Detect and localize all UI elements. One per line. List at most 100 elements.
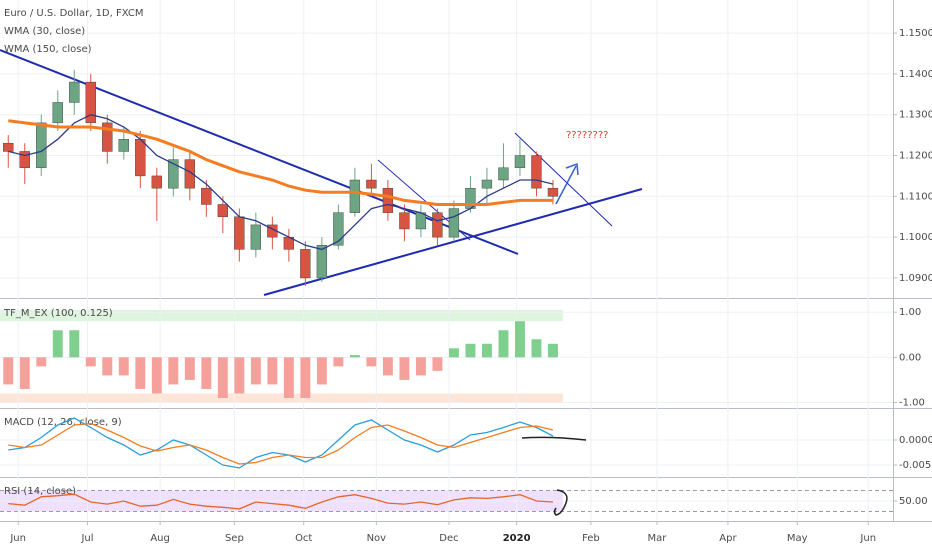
- series-line: [8, 417, 554, 469]
- y-tick-label: 1.12000: [899, 151, 932, 162]
- x-tick-label: Dec: [439, 533, 458, 544]
- y-tick-label: 0.00: [899, 352, 921, 363]
- bar: [52, 330, 63, 358]
- pane-title: TF_M_EX (100, 0.125): [3, 308, 113, 319]
- bar: [349, 355, 360, 358]
- bar: [548, 343, 558, 358]
- y-tick-label: -0.00500: [899, 460, 932, 471]
- panel-frame: [0, 0, 932, 522]
- bar: [250, 357, 261, 385]
- candle-body: [547, 187, 559, 197]
- x-tick-label: Feb: [582, 533, 600, 544]
- hand-drawn-mark: [553, 489, 568, 516]
- arrow: [555, 162, 579, 205]
- candle-body: [52, 102, 63, 124]
- x-tick-label: Aug: [150, 533, 170, 544]
- series-line: [8, 422, 554, 465]
- candle-body: [366, 179, 377, 189]
- bar: [36, 357, 47, 367]
- legend-label: WMA (30, close): [4, 26, 85, 37]
- candle-body: [382, 187, 394, 213]
- bar: [267, 357, 278, 385]
- y-tick-label: 1.09000: [899, 273, 932, 284]
- band: [0, 393, 563, 403]
- candle-body: [3, 143, 14, 152]
- candle-body: [151, 175, 162, 189]
- bar: [19, 357, 30, 389]
- x-tick-label: May: [787, 533, 808, 544]
- candle-body: [300, 249, 311, 279]
- candle-body: [349, 179, 361, 213]
- bar: [217, 357, 228, 398]
- candle-body: [531, 155, 542, 189]
- pane-title: RSI (14, close): [4, 486, 76, 497]
- series-line: [8, 114, 554, 251]
- y-tick-label: 1.15000: [899, 28, 932, 39]
- candle-body: [250, 224, 262, 250]
- bar: [415, 357, 426, 376]
- bar: [515, 321, 525, 358]
- x-tick-label: Oct: [295, 533, 312, 544]
- bar: [498, 330, 509, 358]
- bar: [85, 357, 96, 367]
- candle-body: [69, 81, 80, 103]
- candle-body: [217, 204, 228, 217]
- candle-body: [135, 138, 146, 177]
- bar: [69, 330, 80, 358]
- candle-body: [498, 167, 509, 181]
- bar: [399, 357, 410, 380]
- bar: [432, 357, 443, 371]
- annotation: ????????: [566, 130, 608, 141]
- x-tick-label: Sep: [225, 533, 244, 544]
- candle-body: [399, 212, 410, 230]
- y-tick-label: 1.14000: [899, 69, 932, 80]
- candle-body: [316, 245, 328, 279]
- bar: [151, 357, 162, 394]
- candle-body: [36, 122, 47, 168]
- y-tick-label: 1.00: [899, 307, 921, 318]
- y-tick-label: 50.00: [899, 496, 928, 507]
- candle-body: [432, 212, 443, 238]
- bar: [448, 348, 459, 358]
- legend-label: WMA (150, close): [4, 44, 92, 55]
- bar: [102, 357, 113, 376]
- bar: [382, 357, 393, 376]
- band: [0, 309, 563, 322]
- candle-body: [333, 212, 344, 246]
- pane-title: Euro / U.S. Dollar, 1D, FXCM: [4, 8, 143, 19]
- bar: [118, 357, 129, 376]
- candle-body: [184, 159, 195, 189]
- x-tick-label: Jul: [80, 533, 93, 544]
- candle-body: [102, 122, 113, 152]
- bar: [283, 357, 294, 398]
- candle-body: [19, 151, 30, 168]
- candle-body: [448, 208, 460, 238]
- candle-body: [168, 159, 179, 189]
- candle-body: [201, 187, 212, 205]
- y-tick-label: 1.10000: [899, 232, 932, 243]
- bar: [3, 357, 14, 385]
- candle-body: [481, 179, 493, 189]
- bar: [201, 357, 212, 389]
- x-tick-label: Jun: [9, 533, 26, 544]
- bar: [481, 343, 492, 358]
- x-tick-label: Jun: [859, 533, 876, 544]
- x-tick-label: 2020: [503, 533, 531, 544]
- trend-line: [514, 132, 613, 227]
- y-tick-label: 0.00000: [899, 435, 932, 446]
- bar: [366, 357, 377, 367]
- bar: [135, 357, 146, 389]
- y-tick-label: 1.13000: [899, 110, 932, 121]
- series-line: [8, 119, 553, 206]
- x-tick-label: Mar: [648, 533, 668, 544]
- bar: [168, 357, 179, 385]
- y-tick-label: -1.00: [899, 397, 925, 408]
- bar: [234, 357, 245, 394]
- candle-body: [234, 216, 245, 250]
- user-drawings: [0, 49, 643, 516]
- bar: [300, 357, 311, 398]
- candle-body: [85, 81, 96, 124]
- x-tick-label: Nov: [367, 533, 387, 544]
- bar: [333, 357, 344, 367]
